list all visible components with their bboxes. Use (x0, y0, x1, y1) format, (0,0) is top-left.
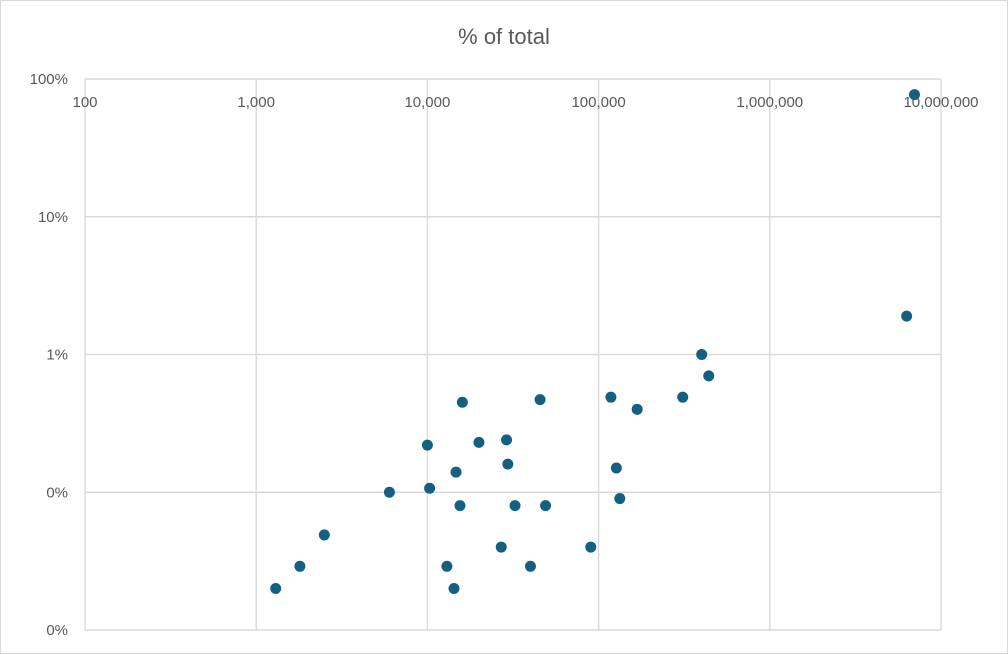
data-point (908, 89, 920, 101)
data-point (502, 458, 514, 470)
data-point (585, 541, 597, 553)
data-point (473, 436, 485, 448)
data-point (448, 583, 460, 595)
y-tick-label: 0% (46, 484, 68, 501)
data-point (614, 493, 626, 505)
data-point (605, 391, 617, 403)
data-point (540, 500, 552, 512)
x-tick-label: 10,000,000 (903, 94, 978, 111)
data-point (495, 541, 507, 553)
data-point (421, 439, 433, 451)
x-tick-label: 10,000 (404, 94, 450, 111)
data-point (631, 403, 643, 415)
y-tick-label: 100% (30, 71, 68, 88)
data-point (534, 394, 546, 406)
data-point (454, 500, 466, 512)
data-points (270, 89, 920, 595)
y-tick-label: 10% (38, 209, 68, 226)
data-point (610, 462, 622, 474)
y-axis-tick-labels: 100% 10% 1% 0% 0% (30, 71, 68, 639)
x-tick-label: 100 (72, 94, 97, 111)
data-point (524, 560, 536, 572)
data-point (294, 560, 306, 572)
x-tick-label: 100,000 (571, 94, 625, 111)
data-point (441, 560, 453, 572)
data-point (901, 310, 913, 322)
data-point (501, 434, 513, 446)
data-point (677, 391, 689, 403)
y-tick-label: 1% (46, 347, 68, 364)
data-point (456, 396, 468, 408)
data-point (424, 482, 436, 494)
gridlines (84, 78, 942, 631)
data-point (318, 529, 330, 541)
x-axis-tick-labels: 100 1,000 10,000 100,000 1,000,000 10,000,000 (72, 94, 978, 111)
data-point (383, 486, 395, 498)
data-point (509, 500, 521, 512)
data-point (703, 370, 715, 382)
data-point (270, 583, 282, 595)
x-tick-label: 1,000,000 (736, 94, 803, 111)
data-point (696, 349, 708, 360)
chart-title: % of total (458, 24, 550, 49)
y-tick-label: 0% (46, 622, 68, 639)
data-point (450, 466, 462, 478)
x-tick-label: 1,000 (237, 94, 275, 111)
